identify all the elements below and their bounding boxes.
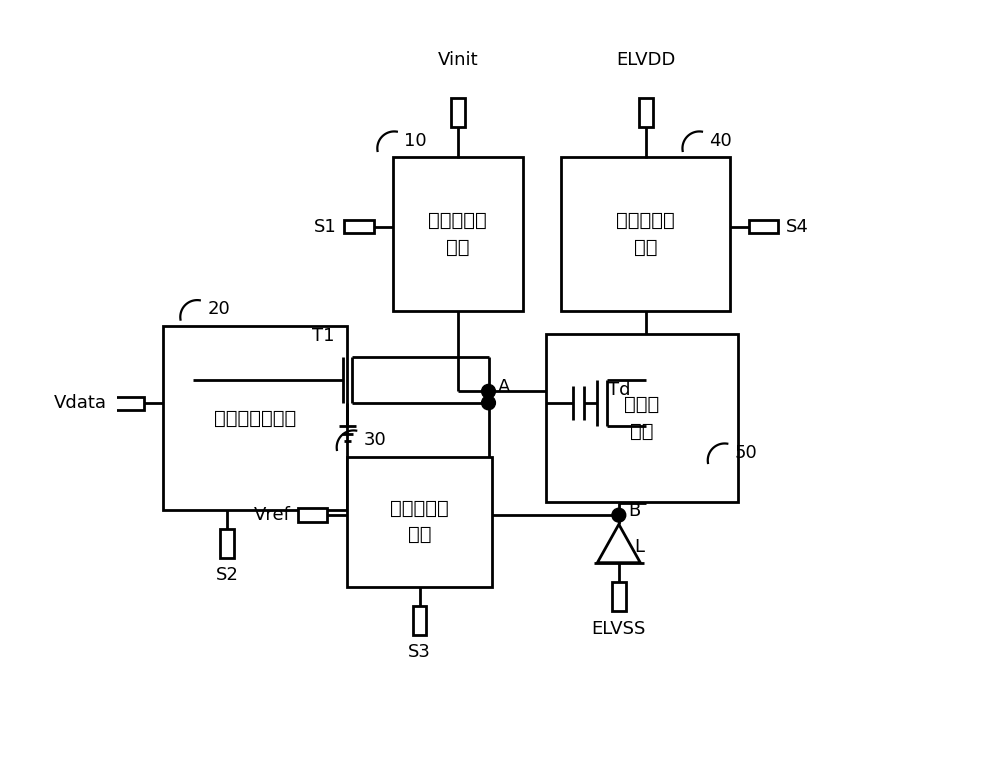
Text: S4: S4 [786, 218, 809, 236]
Text: S3: S3 [408, 642, 431, 661]
Bar [344, 219, 374, 233]
Text: ELVDD: ELVDD [616, 51, 675, 69]
Circle shape [482, 384, 495, 398]
Bar [347, 456, 492, 587]
Text: T1: T1 [312, 327, 335, 346]
Text: 驱动子
电路: 驱动子 电路 [624, 395, 659, 441]
Text: 30: 30 [364, 431, 386, 449]
Bar [749, 219, 778, 233]
Text: B: B [628, 502, 640, 520]
Bar [561, 157, 730, 311]
Circle shape [612, 508, 626, 522]
Bar [612, 582, 626, 611]
Text: Td: Td [608, 381, 631, 399]
Bar [413, 606, 426, 636]
Bar [163, 326, 347, 510]
Text: Vinit: Vinit [438, 51, 478, 69]
Text: 40: 40 [709, 132, 732, 150]
Text: 发光控制子
电路: 发光控制子 电路 [616, 212, 675, 257]
Text: 数据写入子电路: 数据写入子电路 [214, 408, 296, 428]
Text: S1: S1 [314, 218, 337, 236]
Text: 50: 50 [735, 443, 757, 462]
Text: 第一复位子
电路: 第一复位子 电路 [428, 212, 487, 257]
Bar [546, 334, 738, 502]
Text: S2: S2 [216, 566, 239, 584]
Bar [393, 157, 523, 311]
Text: 第二复位子
电路: 第二复位子 电路 [390, 499, 449, 544]
Text: Vref: Vref [254, 506, 291, 524]
Text: ELVSS: ELVSS [592, 620, 646, 638]
Text: 20: 20 [207, 300, 230, 319]
Text: A: A [498, 378, 510, 397]
Text: Vdata: Vdata [54, 394, 107, 412]
Bar [298, 508, 327, 522]
Bar [639, 98, 653, 127]
Text: 10: 10 [404, 132, 427, 150]
Bar [451, 98, 465, 127]
Text: L: L [634, 539, 644, 556]
Bar [220, 529, 234, 559]
Bar [114, 397, 144, 410]
Circle shape [482, 396, 495, 410]
